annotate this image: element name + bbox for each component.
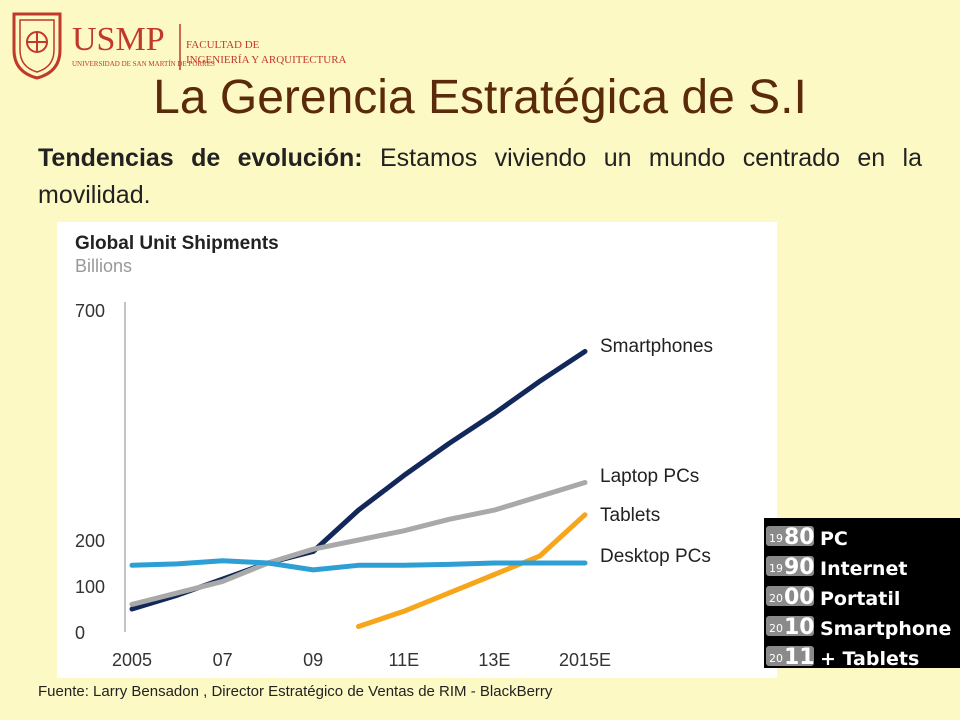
x-tick-label: 09 [303,650,323,670]
decade-badge [766,526,814,546]
logo-brand: USMP [72,21,165,58]
shipments-chart: Global Unit Shipments Billions 0 100 200 70… [57,222,777,678]
decade-label: PC [820,528,848,550]
decade-prefix: 19 [769,532,783,545]
technology-timeline: 19 80 PC 19 90 Internet 20 00 Portatil 20 10 Smartp… [764,518,960,670]
decade-number: 90 [784,555,815,580]
x-tick-label: 11E [388,650,419,670]
series-line-tablets [356,512,588,629]
usmp-logo: USMP UNIVERSIDAD DE SAN MARTÍN DE PORRES… [12,12,347,80]
series-line-desktop-pcs [129,558,588,573]
logo-university: UNIVERSIDAD DE SAN MARTÍN DE PORRES [72,60,215,68]
decade-badge [766,646,814,666]
decade-number: 80 [784,525,815,550]
decade-label: Portatil [820,588,900,610]
intro-bold: Tendencias de evolución: [38,144,363,172]
logo-faculty-1: FACULTAD DE [186,39,260,51]
chart-subtitle: Billions [75,256,132,276]
series-label-laptop-pcs: Laptop PCs [600,466,699,487]
decade-prefix: 20 [769,652,783,665]
y-tick-label: 200 [75,531,105,551]
decade-badge [766,616,814,636]
decade-number: 10 [784,615,815,640]
decade-prefix: 20 [769,622,783,635]
chart-title: Global Unit Shipments [75,233,279,254]
source-citation: Fuente: Larry Bensadon , Director Estrat… [38,683,553,700]
timeline-row: 19 90 Internet [766,555,907,580]
decade-label: + Tablets [820,648,919,668]
y-tick-label: 700 [75,301,105,321]
series-label-smartphones: Smartphones [600,336,713,357]
decade-badge [766,586,814,606]
decade-prefix: 20 [769,592,783,605]
y-tick-label: 100 [75,577,105,597]
slide-title: La Gerencia Estratégica de S.I [153,71,807,124]
decade-label: Smartphone [820,618,951,640]
x-tick-label: 07 [213,650,233,670]
decade-label: Internet [820,558,907,580]
decade-badge [766,556,814,576]
timeline-row: 19 80 PC [766,525,848,550]
x-tick-label: 13E [478,650,510,670]
timeline-row: 20 00 Portatil [766,585,900,610]
intro-paragraph: Tendencias de evolución: Estamos viviend… [38,140,922,214]
timeline-row: 20 11 + Tablets [766,645,919,670]
x-tick-label: 2015E [559,650,611,670]
timeline-row: 20 10 Smartphone [766,615,951,640]
decade-number: 00 [784,585,815,610]
y-tick-label: 0 [75,623,85,643]
series-label-tablets: Tablets [600,505,660,526]
series-label-desktop-pcs: Desktop PCs [600,546,711,567]
decade-number: 11 [784,645,815,668]
x-tick-label: 2005 [112,650,152,670]
series-line-laptop-pcs [129,480,588,607]
decade-prefix: 19 [769,562,783,575]
university-seal [12,12,62,80]
logo-faculty-2: INGENIERÍA Y ARQUITECTURA [186,54,347,66]
intro-text: Estamos viviendo un mundo centrado en la… [38,144,922,209]
series-line-smartphones [129,348,588,612]
